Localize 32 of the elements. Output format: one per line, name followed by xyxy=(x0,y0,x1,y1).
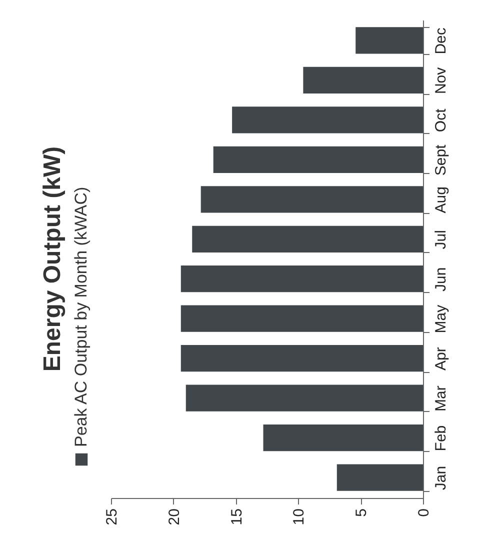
x-tick-label: 25 xyxy=(104,508,120,526)
y-tick-label: Nov xyxy=(432,66,450,94)
y-tick-label: Aug xyxy=(432,186,450,214)
y-tick-label: Jan xyxy=(432,466,450,490)
y-tick-label: Jun xyxy=(432,267,450,292)
y-tick-label: Dec xyxy=(432,27,450,54)
bar xyxy=(303,66,423,94)
bar xyxy=(336,464,423,491)
bar xyxy=(180,345,423,372)
bar xyxy=(356,27,423,54)
y-tick-label: Feb xyxy=(432,425,450,452)
bar xyxy=(192,226,423,252)
bar xyxy=(213,146,423,173)
y-tick-label: Apr xyxy=(432,347,450,371)
bar xyxy=(263,424,423,452)
text: Energy Output (kW) xyxy=(39,146,66,372)
bar xyxy=(200,186,423,213)
text: Peak AC Output by Month (kWAC) xyxy=(72,186,90,447)
x-tick-label: 15 xyxy=(228,508,246,526)
y-tick-label: Oct xyxy=(432,108,450,132)
bar xyxy=(186,384,423,412)
x-tick-label: 0 xyxy=(416,508,432,517)
y-tick-label: Sept xyxy=(432,144,450,176)
y-tick-label: Jul xyxy=(432,230,450,250)
x-tick-label: 20 xyxy=(166,508,183,526)
y-tick-label: Mar xyxy=(432,386,450,412)
x-tick-label: 10 xyxy=(290,508,308,526)
x-tick-label: 5 xyxy=(353,508,370,517)
bar xyxy=(180,305,423,332)
bar xyxy=(232,106,423,134)
bar xyxy=(180,266,423,292)
y-tick-label: May xyxy=(432,304,450,334)
